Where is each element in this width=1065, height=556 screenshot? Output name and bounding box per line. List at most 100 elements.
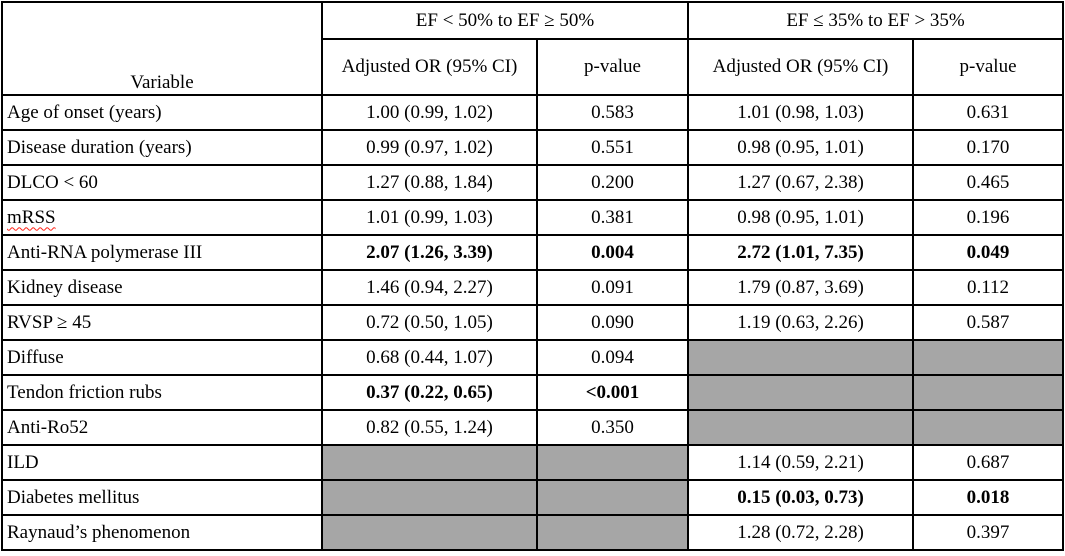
table-row: Anti-RNA polymerase III 2.07 (1.26, 3.39…: [1, 234, 1065, 271]
p-cell-group1: <0.001: [535, 374, 690, 411]
group1-or-header: Adjusted OR (95% CI): [321, 38, 538, 96]
table-row: ILD 1.14 (0.59, 2.21) 0.687: [1, 444, 1065, 481]
variable-label: ILD: [7, 451, 39, 473]
or-cell-group2: 0.15 (0.03, 0.73): [687, 479, 915, 516]
variable-cell: Age of onset (years): [1, 94, 323, 131]
or-cell-group2: 2.72 (1.01, 7.35): [687, 234, 915, 271]
table-row: RVSP ≥ 45 0.72 (0.50, 1.05) 0.090 1.19 (…: [1, 304, 1065, 341]
variable-label: RVSP ≥ 45: [7, 311, 92, 333]
p-cell-group1: 0.090: [535, 304, 690, 341]
group2-p-header: p-value: [912, 38, 1065, 96]
variable-label: Diabetes mellitus: [7, 486, 140, 508]
p-cell-group1: 0.200: [535, 164, 690, 201]
p-cell-group2: 0.631: [912, 94, 1065, 131]
or-cell-group1: [321, 479, 538, 516]
group1-p-header: p-value: [535, 38, 690, 96]
group1-header: EF < 50% to EF ≥ 50%: [320, 1, 690, 40]
group2-or-header: Adjusted OR (95% CI): [687, 38, 915, 96]
table-row: DLCO < 60 1.27 (0.88, 1.84) 0.200 1.27 (…: [1, 164, 1065, 201]
or-cell-group2: [687, 339, 915, 376]
p-cell-group2: 0.049: [912, 234, 1065, 271]
or-cell-group1: 0.37 (0.22, 0.65): [321, 374, 538, 411]
or-cell-group1: 0.72 (0.50, 1.05): [321, 304, 538, 341]
p-cell-group1: 0.350: [535, 409, 690, 446]
p-cell-group1: 0.381: [535, 199, 690, 236]
or-cell-group2: 1.14 (0.59, 2.21): [687, 444, 915, 481]
variable-cell: Raynaud’s phenomenon: [1, 514, 323, 551]
p-cell-group2: 0.018: [912, 479, 1065, 516]
variable-label: mRSS: [7, 206, 56, 228]
or-cell-group1: 1.46 (0.94, 2.27): [321, 269, 538, 306]
or-cell-group1: 0.82 (0.55, 1.24): [321, 409, 538, 446]
p-cell-group1: 0.583: [535, 94, 690, 131]
or-cell-group2: 1.28 (0.72, 2.28): [687, 514, 915, 551]
or-cell-group2: 0.98 (0.95, 1.01): [687, 199, 915, 236]
variable-label: Disease duration (years): [7, 136, 192, 158]
subheader-row: Adjusted OR (95% CI) p-value Adjusted OR…: [2, 38, 1065, 96]
p-cell-group2: 0.397: [912, 514, 1065, 551]
variable-label: DLCO < 60: [7, 171, 98, 193]
or-cell-group1: 1.00 (0.99, 1.02): [321, 94, 538, 131]
p-cell-group1: [535, 444, 690, 481]
p-cell-group1: 0.004: [535, 234, 690, 271]
group-header-row: Variable EF < 50% to EF ≥ 50% EF ≤ 35% t…: [1, 1, 1065, 96]
or-cell-group1: 0.99 (0.97, 1.02): [321, 129, 538, 166]
table-row: Diabetes mellitus 0.15 (0.03, 0.73) 0.01…: [1, 479, 1065, 516]
p-cell-group2: [912, 374, 1065, 411]
variable-cell: Anti-Ro52: [1, 409, 323, 446]
or-cell-group2: 1.27 (0.67, 2.38): [687, 164, 915, 201]
variable-label: Kidney disease: [7, 276, 123, 298]
or-cell-group1: 0.68 (0.44, 1.07): [321, 339, 538, 376]
p-cell-group2: 0.687: [912, 444, 1065, 481]
or-cell-group2: 1.19 (0.63, 2.26): [687, 304, 915, 341]
variable-label: Diffuse: [7, 346, 64, 368]
p-cell-group2: [912, 409, 1065, 446]
variable-cell: Anti-RNA polymerase III: [1, 234, 323, 271]
or-cell-group2: 1.79 (0.87, 3.69): [687, 269, 915, 306]
p-cell-group2: 0.196: [912, 199, 1065, 236]
variable-cell: ILD: [1, 444, 323, 481]
or-cell-group2: 0.98 (0.95, 1.01): [687, 129, 915, 166]
variable-cell: DLCO < 60: [1, 164, 323, 201]
table-row: Disease duration (years) 0.99 (0.97, 1.0…: [1, 129, 1065, 166]
variable-label: Anti-Ro52: [7, 416, 89, 438]
variable-cell: RVSP ≥ 45: [1, 304, 323, 341]
variable-cell: Tendon friction rubs: [1, 374, 323, 411]
p-cell-group2: 0.465: [912, 164, 1065, 201]
variable-label: Anti-RNA polymerase III: [7, 241, 203, 263]
variable-cell: Diabetes mellitus: [1, 479, 323, 516]
p-cell-group2: 0.587: [912, 304, 1065, 341]
p-cell-group2: 0.170: [912, 129, 1065, 166]
variable-cell: Diffuse: [1, 339, 323, 376]
p-cell-group2: 0.112: [912, 269, 1065, 306]
group2-header: EF ≤ 35% to EF > 35%: [687, 1, 1065, 40]
table-row: Tendon friction rubs 0.37 (0.22, 0.65) <…: [1, 374, 1065, 411]
table-row: Kidney disease 1.46 (0.94, 2.27) 0.091 1…: [1, 269, 1065, 306]
p-cell-group1: 0.551: [535, 129, 690, 166]
or-cell-group2: 1.01 (0.98, 1.03): [687, 94, 915, 131]
variable-cell: Kidney disease: [1, 269, 323, 306]
p-cell-group2: [912, 339, 1065, 376]
p-cell-group1: [535, 514, 690, 551]
or-cell-group1: 2.07 (1.26, 3.39): [321, 234, 538, 271]
table-row: Anti-Ro52 0.82 (0.55, 1.24) 0.350: [1, 409, 1065, 446]
or-cell-group2: [687, 409, 915, 446]
table-row: Diffuse 0.68 (0.44, 1.07) 0.094: [1, 339, 1065, 376]
or-cell-group1: 1.27 (0.88, 1.84): [321, 164, 538, 201]
variable-column-header: Variable: [1, 1, 323, 96]
or-cell-group2: [687, 374, 915, 411]
p-cell-group1: 0.094: [535, 339, 690, 376]
p-cell-group1: 0.091: [535, 269, 690, 306]
p-cell-group1: [535, 479, 690, 516]
variable-cell: mRSS: [1, 199, 323, 236]
variable-label: Raynaud’s phenomenon: [7, 521, 191, 543]
variable-label: Tendon friction rubs: [7, 381, 162, 403]
or-cell-group1: [321, 514, 538, 551]
or-cell-group1: 1.01 (0.99, 1.03): [321, 199, 538, 236]
variable-label: Age of onset (years): [7, 101, 162, 123]
variable-cell: Disease duration (years): [1, 129, 323, 166]
or-cell-group1: [321, 444, 538, 481]
table-row: Raynaud’s phenomenon 1.28 (0.72, 2.28) 0…: [1, 514, 1065, 551]
table-row: mRSS 1.01 (0.99, 1.03) 0.381 0.98 (0.95,…: [1, 199, 1065, 236]
